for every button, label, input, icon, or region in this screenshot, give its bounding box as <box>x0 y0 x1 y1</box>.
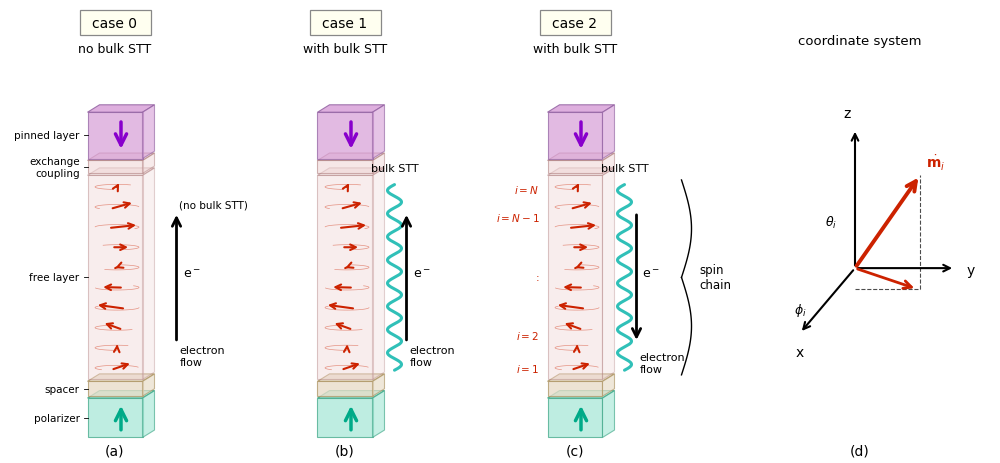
Polygon shape <box>317 382 372 396</box>
Text: polarizer: polarizer <box>34 413 80 423</box>
Polygon shape <box>88 106 155 113</box>
Text: spacer: spacer <box>45 384 80 394</box>
FancyBboxPatch shape <box>310 11 380 36</box>
Polygon shape <box>88 391 155 398</box>
Text: $\dot{\mathbf{m}}_i$: $\dot{\mathbf{m}}_i$ <box>926 153 945 172</box>
Text: coordinate system: coordinate system <box>798 35 922 48</box>
Text: no bulk STT: no bulk STT <box>78 43 152 56</box>
Text: case 0: case 0 <box>92 17 138 31</box>
Text: $i=2$: $i=2$ <box>516 329 540 341</box>
Polygon shape <box>88 113 143 159</box>
Polygon shape <box>317 374 384 382</box>
Text: $\theta_i$: $\theta_i$ <box>825 214 837 230</box>
Text: (d): (d) <box>850 444 870 457</box>
Polygon shape <box>317 154 384 161</box>
Text: e$^-$: e$^-$ <box>413 267 430 280</box>
Polygon shape <box>372 169 384 380</box>
Polygon shape <box>88 154 155 161</box>
Polygon shape <box>88 161 143 174</box>
Text: $i=1$: $i=1$ <box>516 362 540 374</box>
Polygon shape <box>548 382 602 396</box>
Text: with bulk STT: with bulk STT <box>533 43 617 56</box>
Text: case 1: case 1 <box>322 17 368 31</box>
Polygon shape <box>143 154 155 174</box>
Text: (a): (a) <box>105 444 125 457</box>
Polygon shape <box>317 176 372 380</box>
Text: spin
chain: spin chain <box>700 264 732 292</box>
Polygon shape <box>317 161 372 174</box>
Text: e$^-$: e$^-$ <box>642 267 660 280</box>
Text: e$^-$: e$^-$ <box>183 267 200 280</box>
Polygon shape <box>143 169 155 380</box>
Polygon shape <box>88 398 143 438</box>
Polygon shape <box>372 374 384 396</box>
Polygon shape <box>548 391 614 398</box>
Text: y: y <box>967 264 975 278</box>
Text: z: z <box>843 106 851 120</box>
Text: $i=N$: $i=N$ <box>514 184 540 196</box>
Text: case 2: case 2 <box>552 17 598 31</box>
Polygon shape <box>88 176 143 380</box>
FancyBboxPatch shape <box>80 11 151 36</box>
Polygon shape <box>602 106 614 159</box>
Text: (b): (b) <box>335 444 355 457</box>
Polygon shape <box>548 176 602 380</box>
Text: free layer: free layer <box>29 273 80 283</box>
FancyBboxPatch shape <box>540 11 610 36</box>
Polygon shape <box>548 113 602 159</box>
Text: (c): (c) <box>566 444 584 457</box>
Text: electron
flow: electron flow <box>410 345 455 367</box>
Text: bulk STT: bulk STT <box>371 163 418 174</box>
Polygon shape <box>602 391 614 438</box>
Polygon shape <box>317 398 372 438</box>
Polygon shape <box>143 391 155 438</box>
Polygon shape <box>372 106 384 159</box>
Text: (no bulk STT): (no bulk STT) <box>179 200 247 210</box>
Polygon shape <box>548 374 614 382</box>
Text: :: : <box>536 273 540 283</box>
Polygon shape <box>548 398 602 438</box>
Text: exchange
coupling: exchange coupling <box>29 157 80 178</box>
Polygon shape <box>317 113 372 159</box>
Polygon shape <box>88 374 155 382</box>
Polygon shape <box>602 374 614 396</box>
Polygon shape <box>317 391 384 398</box>
Text: electron
flow: electron flow <box>180 345 225 367</box>
Text: $\phi_i$: $\phi_i$ <box>794 302 807 319</box>
Text: with bulk STT: with bulk STT <box>303 43 387 56</box>
Polygon shape <box>602 154 614 174</box>
Text: x: x <box>796 345 804 359</box>
Polygon shape <box>143 374 155 396</box>
Polygon shape <box>88 169 155 176</box>
Polygon shape <box>548 154 614 161</box>
Polygon shape <box>548 161 602 174</box>
Text: electron
flow: electron flow <box>640 352 685 374</box>
Text: pinned layer: pinned layer <box>14 131 80 141</box>
Polygon shape <box>548 169 614 176</box>
Polygon shape <box>317 106 384 113</box>
Polygon shape <box>88 382 143 396</box>
Polygon shape <box>372 391 384 438</box>
Polygon shape <box>317 169 384 176</box>
Polygon shape <box>143 106 155 159</box>
Text: bulk STT: bulk STT <box>601 163 648 174</box>
Polygon shape <box>548 106 614 113</box>
Text: $i=N-1$: $i=N-1$ <box>496 212 540 224</box>
Polygon shape <box>602 169 614 380</box>
Polygon shape <box>372 154 384 174</box>
